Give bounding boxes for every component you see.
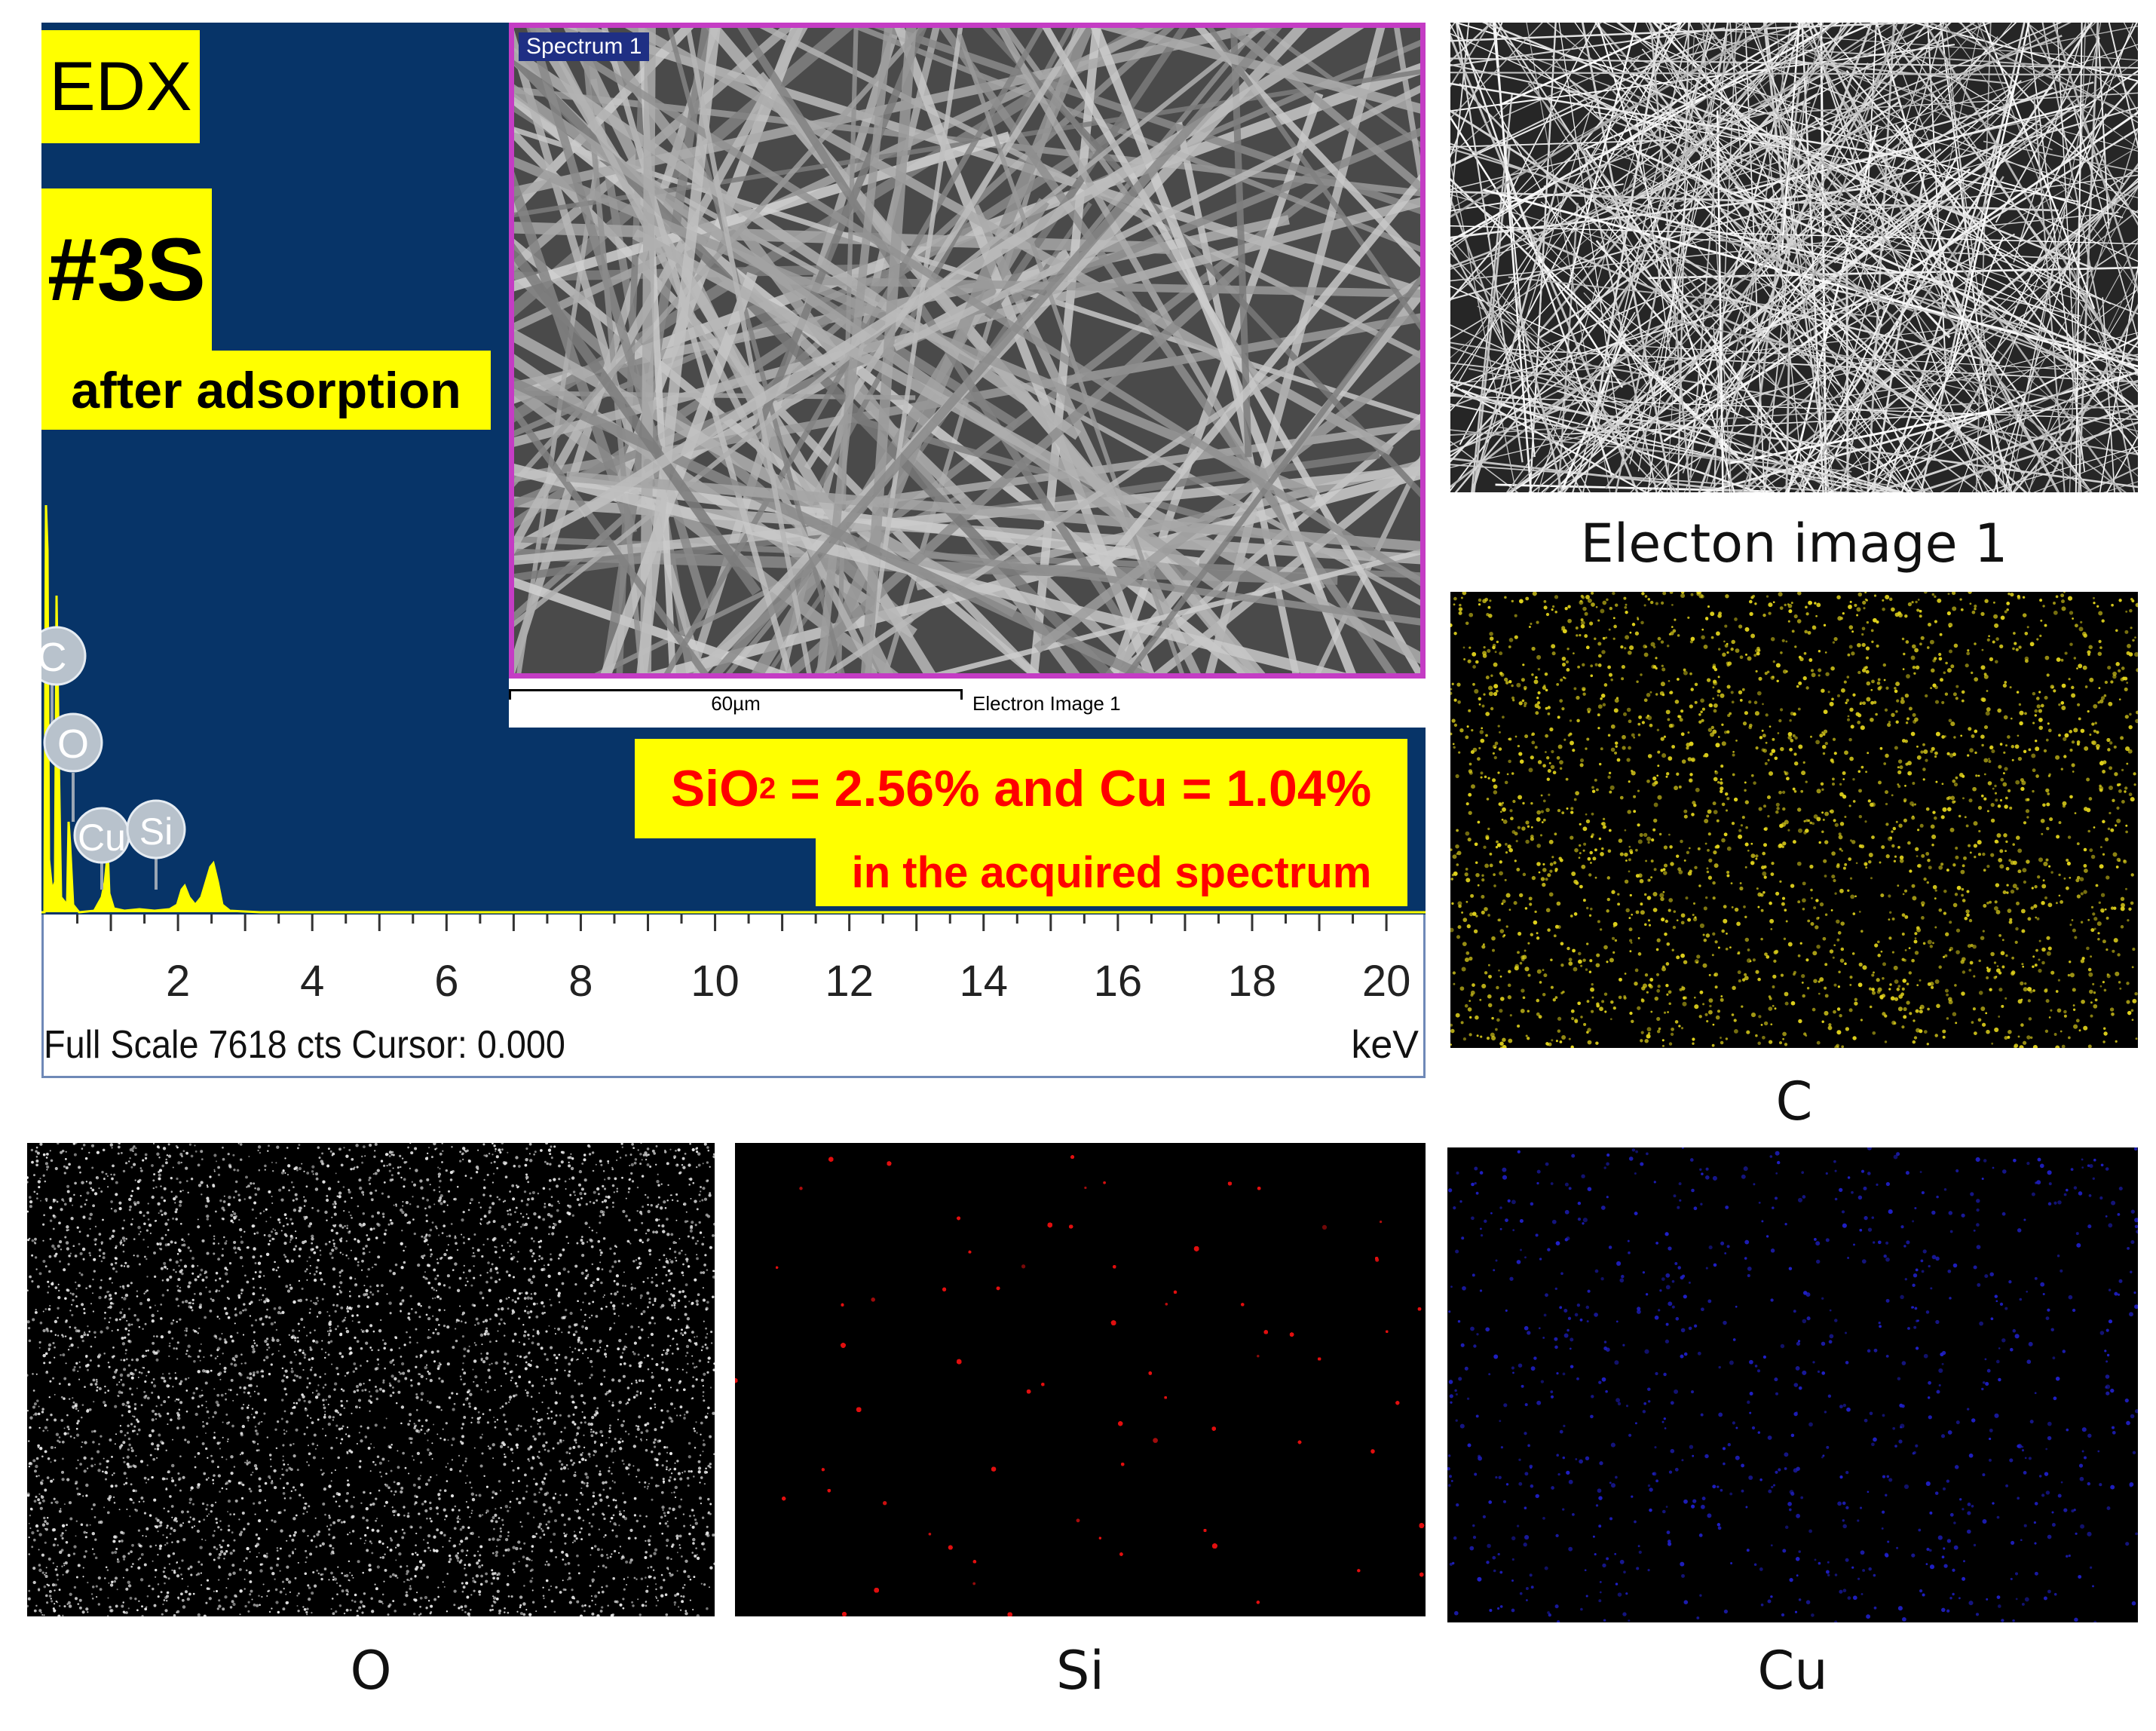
electron-image-caption: Electon image 1: [1580, 513, 2008, 574]
silicon-map: [735, 1143, 1426, 1616]
peak-marker-cu: Cu: [73, 807, 130, 890]
axis-tick-label: 20: [1361, 957, 1411, 1006]
copper-dot-layer: [1447, 1147, 2138, 1622]
axis-tick-label: 12: [825, 957, 874, 1006]
sem-inset: Spectrum 1 60µm Electron Image 1: [509, 23, 1426, 728]
carbon-map: [1450, 592, 2138, 1048]
sem-fiber-image: [514, 28, 1420, 673]
result-sio2-prefix: SiO: [670, 760, 759, 817]
peak-marker-c: C: [41, 626, 87, 724]
peak-marker-si: Si: [126, 799, 186, 890]
axis-tick-label: 2: [165, 957, 191, 1006]
result-sio2-rest: = 2.56% and Cu = 1.04%: [776, 760, 1372, 817]
spectrum-x-axis: 2 4 6 8 10 12 14 16 18 20 Full Scale 7618 cts Cur…: [41, 915, 1426, 1078]
axis-footer-readout: Full Scale 7618 cts Cursor: 0.000: [44, 1023, 565, 1067]
edx-spectrum-panel: C O Cu Si EDX #3S after adsorption SiO 2 …: [41, 23, 1426, 1078]
spectrum-trace-layer: C O Cu Si: [41, 504, 1426, 914]
peak-marker-o: O: [43, 712, 103, 822]
scale-bar: [509, 689, 963, 700]
copper-map: [1447, 1147, 2138, 1622]
spectrum-plot-area: C O Cu Si EDX #3S after adsorption SiO 2 …: [41, 23, 1426, 915]
edx-label: EDX: [41, 30, 200, 143]
silicon-dot-layer: [735, 1155, 1425, 1616]
peak-label-o: O: [57, 722, 89, 767]
oxygen-map-caption: O: [350, 1640, 392, 1702]
spectrum-title: Spectrum 1: [519, 32, 650, 61]
axis-tick-label: 6: [434, 957, 459, 1006]
axis-tick-label: 18: [1227, 957, 1277, 1006]
electron-image-map: [1450, 23, 2138, 492]
axis-tick-label: 16: [1093, 957, 1143, 1006]
electron-fiber-network: [1450, 23, 2138, 492]
peak-label-si: Si: [139, 810, 173, 853]
copper-map-caption: Cu: [1757, 1640, 1828, 1702]
oxygen-dot-layer: [27, 1143, 715, 1616]
sem-image-frame: Spectrum 1: [509, 23, 1426, 679]
silicon-map-caption: Si: [1056, 1640, 1104, 1702]
carbon-dot-layer: [1450, 592, 2138, 1048]
inset-caption: Electron Image 1: [972, 692, 1121, 715]
axis-unit-label: keV: [1351, 1023, 1419, 1067]
axis-tick-label: 8: [568, 957, 593, 1006]
axis-tick-marks: [76, 915, 1388, 931]
axis-tick-label: 4: [300, 957, 325, 1006]
peak-label-c: C: [41, 635, 67, 680]
carbon-map-caption: C: [1775, 1071, 1813, 1132]
sample-id-label: #3S: [41, 188, 212, 351]
axis-tick-label: 14: [959, 957, 1009, 1006]
oxygen-map: [27, 1143, 715, 1616]
axis-tick-label: 10: [691, 957, 740, 1006]
sample-note-label: after adsorption: [41, 351, 491, 430]
peak-label-cu: Cu: [78, 816, 126, 859]
scale-bar-label: 60µm: [711, 692, 761, 715]
composition-result: SiO 2 = 2.56% and Cu = 1.04%: [635, 739, 1407, 838]
result-sio2-subscript: 2: [758, 771, 776, 805]
composition-result-note: in the acquired spectrum: [816, 838, 1407, 906]
